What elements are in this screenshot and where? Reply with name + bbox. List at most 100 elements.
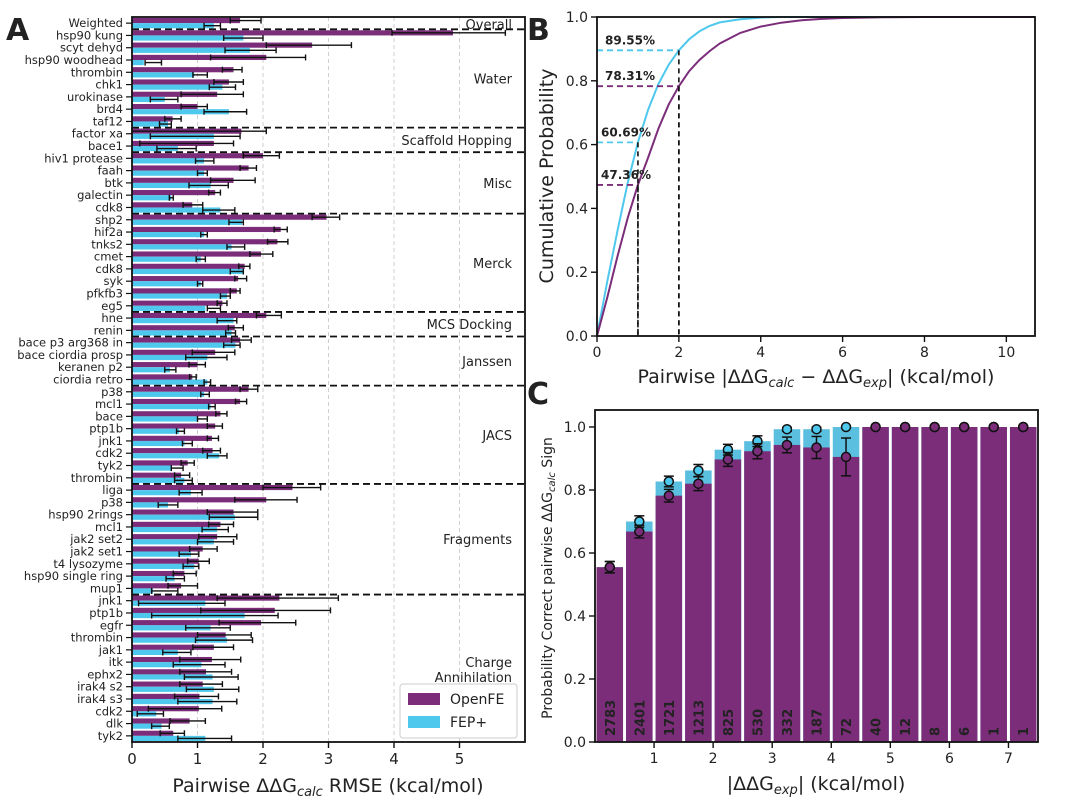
bar-openfe — [132, 693, 200, 699]
y-tick-label: dlk — [106, 717, 123, 731]
bar-openfe — [132, 251, 262, 257]
y-tick-label: factor xa — [72, 127, 123, 141]
y-tick-label: syk — [104, 274, 124, 288]
x-tick-label: 2 — [674, 345, 683, 361]
bar-openfe — [132, 411, 221, 417]
bar-fepplus — [132, 293, 227, 299]
point-fepplus — [811, 423, 822, 435]
bar-fepplus — [132, 428, 180, 434]
group-label: Water — [474, 72, 513, 87]
y-tick-label: ptp1b — [89, 606, 123, 620]
y-tick-label: cdk8 — [95, 200, 123, 214]
y-tick-label: egfr — [100, 618, 123, 632]
legend-label-openfe: OpenFE — [450, 692, 504, 708]
y-tick-label: urokinase — [67, 90, 123, 104]
legend-swatch-openfe — [408, 693, 440, 705]
y-axis-label: Cumulative Probability — [536, 69, 558, 284]
bar-openfe — [921, 427, 948, 742]
group-label: JACS — [481, 429, 512, 444]
annotation-label: 47.36% — [601, 168, 651, 182]
count-label: 12 — [899, 718, 914, 736]
bar-openfe — [132, 374, 193, 380]
bar-fepplus — [132, 195, 172, 201]
y-tick-label: 0.6 — [564, 546, 586, 562]
panel-b-chart: 89.55% 78.31% 60.69% 47.36% 0 2 4 6 8 10 0.0 0.2 0.4… — [536, 10, 1036, 391]
y-tick-label: cdk8 — [95, 262, 123, 276]
y-tick-label: tyk2 — [98, 729, 123, 743]
y-tick-label: Weighted — [69, 16, 123, 30]
bar-fepplus — [132, 637, 227, 643]
legend-swatch-fepplus — [408, 716, 440, 728]
bar-openfe — [132, 558, 199, 564]
bar-openfe — [132, 448, 213, 454]
bar-fepplus — [132, 158, 205, 164]
y-tick-label: ephx2 — [87, 667, 123, 681]
x-tick-label: 7 — [1004, 751, 1013, 767]
bar-fepplus — [132, 121, 169, 127]
x-axis-label: |ΔΔGexp| (kcal/mol) — [727, 773, 906, 798]
bar-openfe — [773, 444, 801, 742]
bar-openfe — [132, 398, 241, 405]
y-tick-label: jak2 set2 — [69, 532, 123, 546]
y-tick-label: bace ciordia prosp — [17, 348, 123, 362]
x-axis-label: Pairwise |ΔΔGcalc − ΔΔGexp| (kcal/mol) — [638, 366, 995, 391]
y-tick-label: thrombin — [71, 471, 123, 485]
y-tick-label: cdk2 — [95, 704, 123, 718]
bar-fepplus — [132, 416, 198, 422]
bar-openfe — [132, 423, 216, 429]
y-tick-label: jak2 set1 — [69, 545, 123, 559]
bar-openfe — [132, 681, 203, 687]
bar-fepplus — [132, 379, 208, 385]
bar-openfe — [132, 214, 327, 220]
y-tick-label: shp2 — [95, 213, 123, 227]
y-tick-label: keranen p2 — [58, 360, 123, 374]
panel-a-letter: A — [6, 13, 30, 48]
bar-openfe — [132, 91, 218, 97]
bar-openfe — [1009, 427, 1037, 742]
bar-openfe — [832, 456, 860, 742]
y-tick-label: galectin — [77, 188, 123, 202]
group-label: Overall — [466, 18, 512, 33]
annotation-label: 60.69% — [601, 125, 651, 139]
x-tick-label: 1 — [650, 751, 659, 767]
bar-openfe — [132, 644, 214, 650]
bar-fepplus — [132, 723, 162, 729]
group-label: Misc — [483, 177, 512, 192]
group-label: Fragments — [443, 533, 512, 548]
point-openfe — [1017, 421, 1029, 433]
bar-fepplus — [132, 526, 218, 533]
y-tick-label: mcl1 — [95, 397, 123, 411]
y-tick-label: cmet — [94, 250, 124, 264]
y-tick-label: hsp90 single ring — [24, 569, 123, 583]
bar-openfe — [596, 567, 624, 742]
count-label: 6 — [958, 727, 973, 736]
y-tick-label: tyk2 — [98, 459, 123, 473]
point-openfe — [811, 442, 822, 453]
y-tick-label: hne — [101, 311, 123, 325]
bar-fepplus — [132, 391, 205, 397]
bar-fepplus — [132, 23, 214, 29]
bar-openfe — [132, 460, 188, 466]
bar-openfe — [685, 483, 712, 742]
bar-fepplus — [132, 453, 220, 459]
y-tick-label: faah — [98, 164, 123, 178]
plot-frame — [594, 409, 1039, 743]
y-tick-label: p38 — [101, 385, 123, 399]
count-label: 2783 — [604, 700, 619, 736]
x-tick-label: 8 — [920, 345, 929, 361]
bar-fepplus — [132, 477, 185, 483]
bar-fepplus — [132, 268, 244, 275]
y-tick-label: p38 — [101, 495, 123, 509]
bar-openfe — [132, 226, 281, 233]
bar-fepplus — [132, 588, 153, 594]
x-tick-label: 3 — [768, 751, 777, 767]
point-openfe — [634, 526, 645, 537]
point-openfe — [929, 421, 940, 433]
bar-fepplus — [132, 735, 206, 742]
y-tick-label: jnk1 — [98, 594, 123, 608]
group-label: Scaffold Hopping — [401, 134, 512, 149]
bar-openfe — [132, 190, 216, 196]
count-label: 1 — [1017, 727, 1032, 736]
y-tick-label: mcl1 — [95, 520, 123, 534]
